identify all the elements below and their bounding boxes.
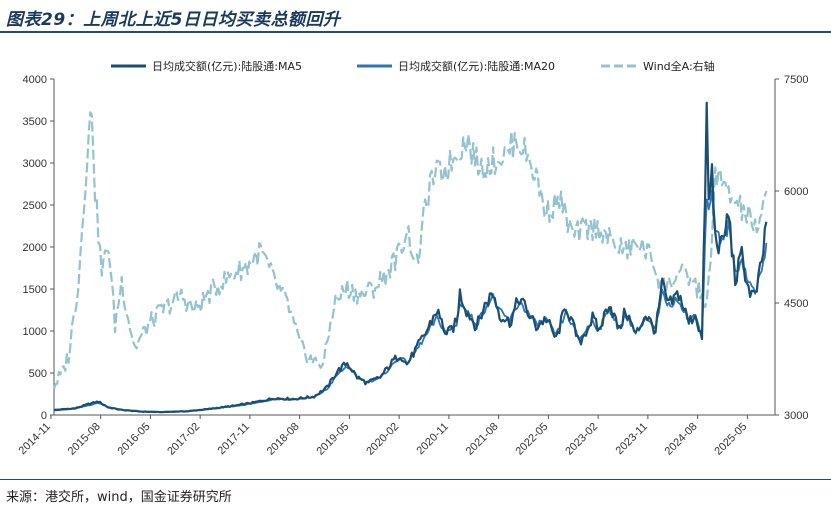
- y-left-tick-label: 500: [29, 368, 47, 380]
- x-tick-label: 2016-05: [115, 421, 152, 458]
- x-tick-label: 2025-05: [712, 421, 749, 458]
- x-tick-label: 2015-08: [66, 421, 103, 458]
- x-tick-label: 2020-02: [364, 421, 401, 458]
- y-left-tick-label: 4000: [23, 74, 47, 86]
- legend: 日均成交额(亿元):陆股通:MA5 日均成交额(亿元):陆股通:MA20 Win…: [111, 59, 715, 73]
- x-tick-label: 2017-02: [165, 421, 202, 458]
- x-tick-label: 2022-05: [513, 421, 550, 458]
- x-tick-label: 2019-05: [314, 421, 351, 458]
- y-right-tick-label: 4500: [784, 298, 808, 310]
- page-title: 图表29：上周北上近5日日均买卖总额回升: [6, 10, 341, 30]
- x-tick-label: 2024-08: [663, 421, 700, 458]
- x-tick-label: 2017-11: [216, 421, 252, 457]
- y-left-tick-label: 2000: [23, 242, 47, 254]
- y-left-tick-label: 2500: [23, 200, 47, 212]
- y-left-tick-label: 0: [41, 410, 47, 422]
- x-tick-label: 2014-11: [17, 421, 53, 457]
- footer-rule: [0, 479, 831, 480]
- legend-label-ma20: 日均成交额(亿元):陆股通:MA20: [398, 59, 555, 73]
- series-layer: [52, 101, 768, 414]
- legend-label-ma5: 日均成交额(亿元):陆股通:MA5: [152, 59, 302, 73]
- x-tick-label: 2020-11: [415, 421, 451, 457]
- series-line-2: [52, 111, 768, 389]
- source-note: 来源：港交所，wind，国金证券研究所: [6, 490, 232, 505]
- y-left-tick-label: 3000: [23, 158, 47, 170]
- axes: 0 500 1000 1500 2000 2500 3000 3500 4000 3000 4500…: [17, 74, 809, 458]
- y-right-tick-label: 3000: [784, 410, 808, 422]
- x-tick-label: 2023-11: [614, 421, 650, 457]
- y-right-tick-label: 7500: [784, 74, 808, 86]
- x-tick-label: 2021-08: [464, 421, 501, 458]
- title-rule: [0, 31, 831, 33]
- chart: 日均成交额(亿元):陆股通:MA5 日均成交额(亿元):陆股通:MA20 Win…: [17, 59, 809, 458]
- y-left-tick-label: 1500: [23, 284, 47, 296]
- x-tick-label: 2018-08: [265, 421, 302, 458]
- y-left-tick-label: 1000: [23, 326, 47, 338]
- series-line-0: [53, 101, 768, 414]
- x-tick-label: 2023-02: [563, 421, 600, 458]
- y-left-tick-label: 3500: [23, 116, 47, 128]
- y-right-tick-label: 6000: [784, 186, 808, 198]
- legend-label-winda: Wind全A:右轴: [643, 59, 715, 73]
